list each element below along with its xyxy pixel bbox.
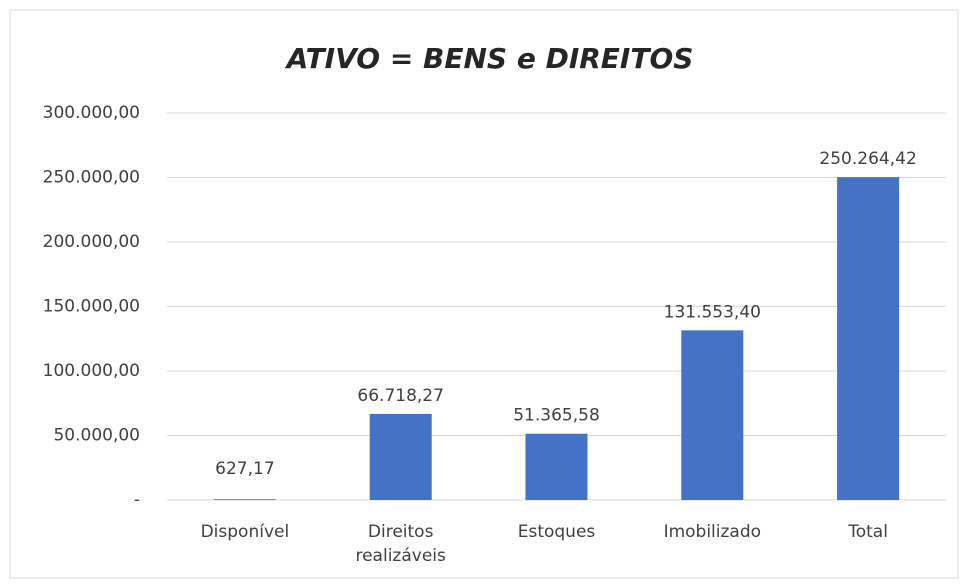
x-tick-label: Total bbox=[848, 522, 888, 542]
y-tick-label: 200.000,00 bbox=[43, 232, 140, 252]
data-label: 250.264,42 bbox=[819, 149, 916, 169]
bar bbox=[213, 499, 276, 500]
x-tick-label: Imobilizado bbox=[663, 522, 762, 542]
bar bbox=[525, 433, 588, 500]
x-tick-label: Estoques bbox=[517, 522, 596, 542]
data-label: 627,17 bbox=[215, 459, 274, 479]
bar bbox=[681, 330, 744, 500]
chart-frame bbox=[9, 9, 959, 579]
y-tick-label: 250.000,00 bbox=[43, 168, 140, 188]
y-tick-label: - bbox=[134, 490, 140, 510]
x-tick-label: Disponível bbox=[200, 522, 290, 542]
data-label: 131.553,40 bbox=[664, 302, 761, 322]
x-tick-label: Direitos realizáveis bbox=[355, 522, 446, 566]
y-tick-label: 50.000,00 bbox=[53, 426, 140, 446]
data-label: 66.718,27 bbox=[357, 386, 444, 406]
data-label: 51.365,58 bbox=[513, 406, 600, 426]
chart-title: ATIVO = BENS e DIREITOS bbox=[285, 42, 694, 75]
y-tick-label: 100.000,00 bbox=[43, 361, 140, 381]
y-tick-label: 300.000,00 bbox=[43, 103, 140, 123]
y-tick-label: 150.000,00 bbox=[43, 297, 140, 317]
bar bbox=[837, 177, 900, 500]
bar bbox=[369, 413, 432, 500]
